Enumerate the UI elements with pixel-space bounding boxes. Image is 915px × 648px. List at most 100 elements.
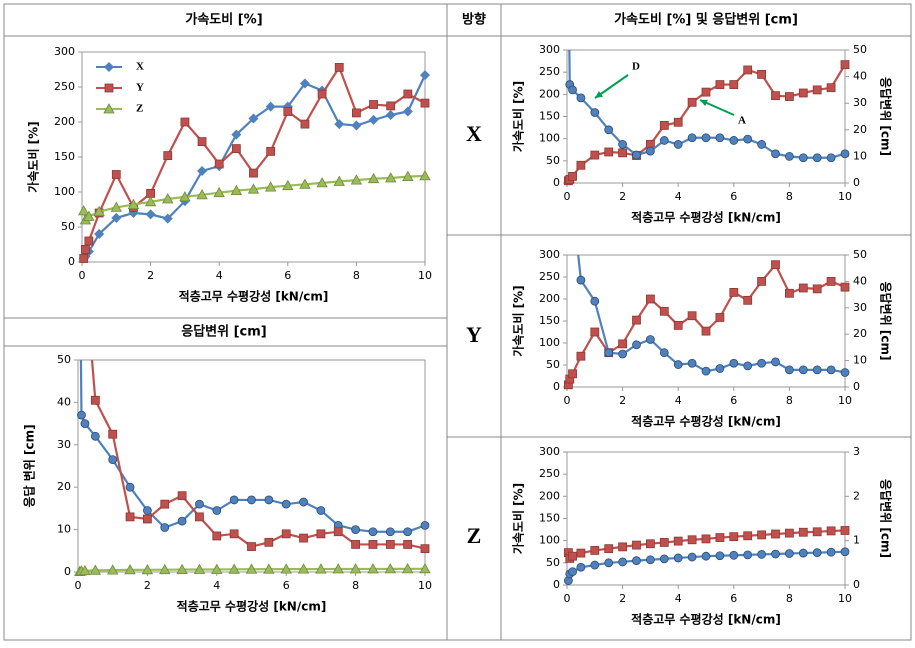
data-point [840,149,850,159]
data-point [145,209,156,220]
y-tick-label: 300 [539,248,560,261]
series-group [563,526,850,585]
y-tick-label: 150 [54,150,75,163]
data-point [618,148,627,158]
data-point [798,283,808,293]
legend-label: Y [136,82,144,94]
layout: 방향 가속도비 [%] 및 응답변위 [cm] X Y Z [3,3,912,641]
y-tick-label: 30 [57,438,71,451]
data-point [402,106,413,117]
x-axis-label: 적층고무 수평강성 [kN/cm] [631,210,781,225]
x-tick-label: 0 [564,190,571,203]
data-point [420,98,430,108]
x-tick-label: 10 [418,269,432,282]
data-point [771,149,780,159]
y-axis-label: 가속도비 [%] [511,81,526,152]
data-point [351,120,362,131]
x-tick-label: 6 [730,394,737,407]
data-point [646,555,655,565]
data-point [108,429,118,439]
data-point [743,361,753,371]
arrow-head [595,91,603,98]
data-point [367,172,380,184]
data-point [264,495,274,505]
data-point [79,564,91,576]
data-point [743,550,753,560]
y-tick-label: 0 [68,255,75,268]
data-point [264,181,277,192]
y-tick-label: 150 [539,512,560,525]
y-tick-label: 50 [546,358,560,371]
data-point [729,136,739,145]
data-point [840,368,850,377]
x-tick-label: 4 [213,579,220,592]
data-point [160,523,170,532]
data-point [812,284,822,294]
data-point [281,499,291,509]
data-point [108,455,118,465]
y-tick-label: 150 [539,110,560,123]
data-point [646,335,655,344]
data-point [110,201,122,212]
data-point [163,151,173,161]
x-tick-label: 6 [730,190,737,203]
data-point [743,531,753,541]
data-point [249,168,258,178]
data-point [195,499,204,509]
x-tick-label: 10 [838,190,852,203]
data-point [385,540,395,549]
data-point [715,551,725,561]
data-point [90,431,100,441]
data-point [231,144,241,154]
data-point [757,530,766,540]
data-point [771,91,780,101]
data-point [673,536,683,546]
y-tick-label: 100 [539,534,560,547]
data-point [214,159,224,169]
x-axis-label: 적층고무 수평강성 [kN/cm] [631,612,781,627]
data-point [618,339,627,349]
data-point [76,229,84,237]
y2-tick-label: 0 [853,176,860,189]
data-point [282,179,294,191]
y-axis-label: 가속도비 [%] [511,483,526,554]
data-point [264,537,274,547]
data-point [618,542,627,552]
annotation: D [632,61,640,73]
data-point [299,497,308,507]
data-point [107,564,119,575]
y2-tick-label: 30 [853,301,867,314]
data-point [812,365,822,375]
x-tick-label: 4 [675,394,682,407]
outer-border [3,3,912,641]
y2-axis-label: 응답변위 [cm] [879,77,894,156]
data-point [840,282,850,292]
data-point [618,349,627,359]
data-point [632,340,641,350]
data-point [84,236,94,246]
data-point [229,529,239,539]
data-point [351,525,361,534]
y2-tick-label: 3 [853,445,860,458]
x-tick-label: 10 [418,579,432,592]
y-tick-label: 50 [57,353,71,366]
y2-axis-label: 응답변위 [cm] [879,479,894,558]
data-point [351,540,361,549]
data-point [80,419,90,429]
y-tick-label: 250 [54,80,75,93]
data-point [771,529,780,539]
chart-title: 응답변위 [cm] [181,325,267,340]
data-point [385,110,396,120]
data-point [604,544,614,554]
data-point [590,546,600,555]
data-point [564,66,572,74]
y2-tick-label: 0 [853,578,860,591]
data-point [197,137,207,147]
y2-tick-label: 50 [853,248,867,261]
data-point [701,551,711,561]
x-axis-label: 적층고무 수평강성 [kN/cm] [631,414,781,429]
y2-tick-label: 10 [853,149,867,162]
y-tick-label: 0 [553,578,560,591]
data-point [576,548,586,558]
data-point [403,540,413,549]
